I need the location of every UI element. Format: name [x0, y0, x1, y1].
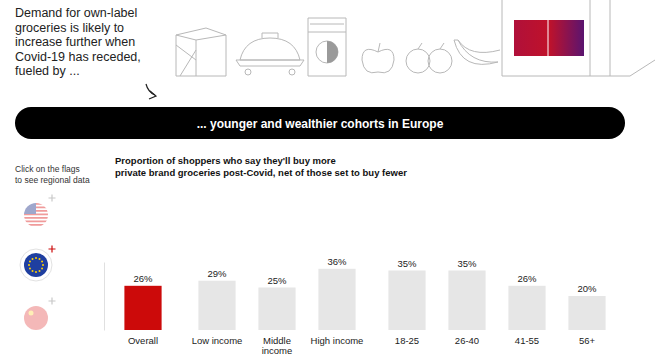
flag-star	[29, 268, 31, 270]
data-label: 35%	[457, 258, 477, 269]
x-tick: Middleincome	[262, 332, 293, 356]
x-tick: High income	[311, 332, 364, 346]
pack-divider	[548, 20, 549, 56]
bars	[124, 269, 605, 330]
banana-icon	[454, 40, 500, 64]
carton-disc-half	[327, 41, 338, 63]
x-tick-label-line: Middle	[263, 335, 291, 346]
flag-canton	[24, 203, 36, 214]
data-label: 35%	[397, 258, 417, 269]
flag-stripe	[24, 224, 48, 226]
data-label: 25%	[267, 275, 287, 286]
flag-us[interactable]	[24, 203, 48, 226]
data-label: 20%	[577, 283, 597, 294]
data-labels: 26% 29% 25% 36% 35% 35% 26% 20%	[133, 256, 597, 294]
y-axis-line	[104, 263, 105, 331]
x-tick: 18-25	[395, 332, 419, 346]
data-label: 26%	[517, 273, 537, 284]
flag-star	[35, 271, 37, 273]
bar	[318, 269, 355, 330]
flag-bg	[24, 306, 48, 330]
intro-text: Demand for own-labelgroceries is likely …	[15, 6, 141, 78]
x-tick-label: Middleincome	[262, 335, 293, 356]
flag-star	[41, 261, 43, 263]
data-label: 29%	[207, 268, 227, 279]
x-tick-label-line: income	[262, 345, 293, 356]
dish-icon	[236, 33, 304, 66]
intro-text-line: Demand for own-label	[15, 6, 137, 20]
data-label: 26%	[133, 273, 153, 284]
arrow-head	[149, 91, 156, 99]
bar	[388, 271, 425, 331]
shelf-icon	[502, 0, 655, 76]
flag-hint-line: to see regional data	[15, 175, 90, 185]
x-tick-label: 26-40	[455, 335, 479, 346]
box-icon	[176, 28, 226, 76]
bar	[568, 296, 605, 330]
pack-icon	[514, 20, 584, 56]
bar	[448, 271, 485, 331]
intro-text-line: fueled by ...	[15, 64, 80, 78]
flag-star	[39, 270, 41, 272]
flag-eu[interactable]	[24, 253, 48, 277]
carton-disc	[316, 41, 338, 63]
x-tick: 56+	[579, 332, 596, 346]
x-tick-label: Overall	[128, 335, 158, 346]
flag-ring	[20, 249, 52, 281]
x-tick-label: 41-55	[515, 335, 539, 346]
flag-star	[32, 270, 34, 272]
x-axis: Overall Low income Middleincome High income…	[114, 332, 596, 356]
flag-stripe	[24, 217, 48, 219]
flag-star	[42, 264, 44, 266]
flag-hint: Click on the flagsto see regional data	[15, 164, 90, 185]
flag-star	[32, 258, 34, 260]
flag-plus	[49, 246, 56, 253]
bar	[124, 286, 161, 330]
bar	[258, 288, 295, 331]
flag-star	[39, 258, 41, 260]
x-tick: Low income	[192, 332, 243, 346]
carton-icon	[308, 18, 346, 76]
chart-title-line: private brand groceries post-Covid, net …	[115, 167, 407, 178]
x-tick: 26-40	[455, 332, 479, 346]
bar	[508, 286, 545, 330]
y-axis	[104, 263, 105, 331]
flag-star	[41, 268, 43, 270]
x-tick: 41-55	[515, 332, 539, 346]
x-tick-label: Low income	[192, 335, 243, 346]
x-tick-label: 56+	[579, 335, 596, 346]
illustration	[176, 0, 655, 76]
bar	[198, 281, 235, 330]
flag-star	[29, 311, 34, 316]
canvas: Demand for own-labelgroceries is likely …	[0, 0, 655, 362]
banner-bg	[15, 107, 625, 139]
tomato-icon	[406, 49, 430, 73]
x-axis-line	[114, 332, 594, 333]
flag-cn[interactable]	[24, 306, 48, 330]
flag-stripe	[24, 221, 48, 223]
flag-star	[29, 261, 31, 263]
tomato-icon	[428, 49, 452, 73]
apple-icon	[362, 43, 394, 73]
chart-title-line: Proportion of shoppers who say they'll b…	[115, 155, 336, 166]
data-label: 36%	[327, 256, 347, 267]
flag-bg	[24, 253, 48, 277]
flag-plus	[49, 298, 56, 305]
x-tick-label: 18-25	[395, 335, 419, 346]
flag-hint-line: Click on the flags	[15, 164, 80, 174]
intro-text-line: Covid-19 has receded,	[15, 50, 141, 64]
intro-text-line: groceries is likely to	[15, 21, 124, 35]
intro-text-line: increase further when	[15, 35, 135, 49]
flag-star	[28, 264, 30, 266]
dish-wheel	[245, 69, 251, 75]
tomato-stalk	[418, 43, 444, 49]
dish-wheel	[289, 69, 295, 75]
x-tick: Overall	[128, 332, 158, 346]
flag-plus	[49, 195, 56, 202]
chart-title: Proportion of shoppers who say they'll b…	[115, 155, 407, 178]
flag-star	[35, 257, 37, 259]
banner-text: ... younger and wealthier cohorts in Eur…	[197, 117, 444, 131]
x-tick-label: High income	[311, 335, 364, 346]
